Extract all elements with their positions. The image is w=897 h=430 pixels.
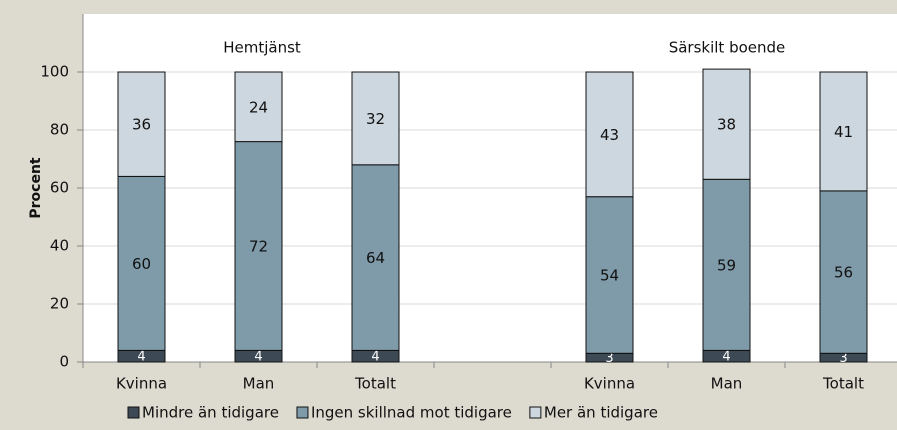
data-label: 59 — [717, 256, 736, 274]
legend-swatch — [127, 406, 140, 419]
data-label: 64 — [366, 249, 385, 267]
data-label: 60 — [132, 255, 151, 273]
bar-segment — [117, 175, 166, 351]
bar-segment — [117, 71, 166, 177]
x-tick-label: Man — [243, 375, 275, 393]
x-tick-label: Kvinna — [116, 375, 167, 393]
annotation: Särskilt boende — [669, 39, 786, 57]
legend-swatch — [296, 406, 309, 419]
annotation: Hemtjänst — [223, 39, 301, 57]
legend-label: Mer än tidigare — [544, 404, 658, 422]
data-label: 4 — [254, 350, 262, 365]
y-tick-label: 40 — [50, 237, 69, 255]
y-tick-label: 100 — [40, 63, 69, 81]
x-tick-label: Man — [711, 375, 743, 393]
bar-segment — [585, 196, 634, 354]
legend-label: Ingen skillnad mot tidigare — [311, 404, 512, 422]
legend-swatch — [529, 406, 542, 419]
x-tick-label: Kvinna — [584, 375, 635, 393]
y-tick-label: 0 — [59, 353, 69, 371]
data-label: 36 — [132, 116, 151, 134]
bar-segment — [351, 164, 400, 351]
bar-segment — [819, 190, 868, 354]
y-tick-label: 60 — [50, 179, 69, 197]
bar-segment — [819, 71, 868, 192]
data-label: 72 — [249, 238, 268, 256]
data-label: 4 — [371, 350, 379, 365]
data-label: 32 — [366, 110, 385, 128]
x-tick-label: Totalt — [354, 375, 396, 393]
bar-segment — [585, 71, 634, 198]
y-axis-label: Procent — [28, 157, 44, 219]
bar-segment — [351, 71, 400, 166]
data-label: 41 — [834, 123, 853, 141]
data-label: 3 — [839, 351, 847, 366]
legend-label: Mindre än tidigare — [142, 404, 279, 422]
bar-segment — [234, 141, 283, 351]
bar-segment — [702, 68, 751, 180]
data-label: 3 — [605, 351, 613, 366]
data-label: 56 — [834, 264, 853, 282]
data-label: 54 — [600, 267, 619, 285]
bar-segment — [234, 71, 283, 143]
x-tick-label: Totalt — [822, 375, 864, 393]
data-label: 24 — [249, 98, 268, 116]
y-tick-label: 20 — [50, 295, 69, 313]
data-label: 4 — [137, 350, 145, 365]
data-label: 4 — [722, 350, 730, 365]
y-tick-label: 80 — [50, 121, 69, 139]
data-label: 43 — [600, 126, 619, 144]
data-label: 38 — [717, 116, 736, 134]
